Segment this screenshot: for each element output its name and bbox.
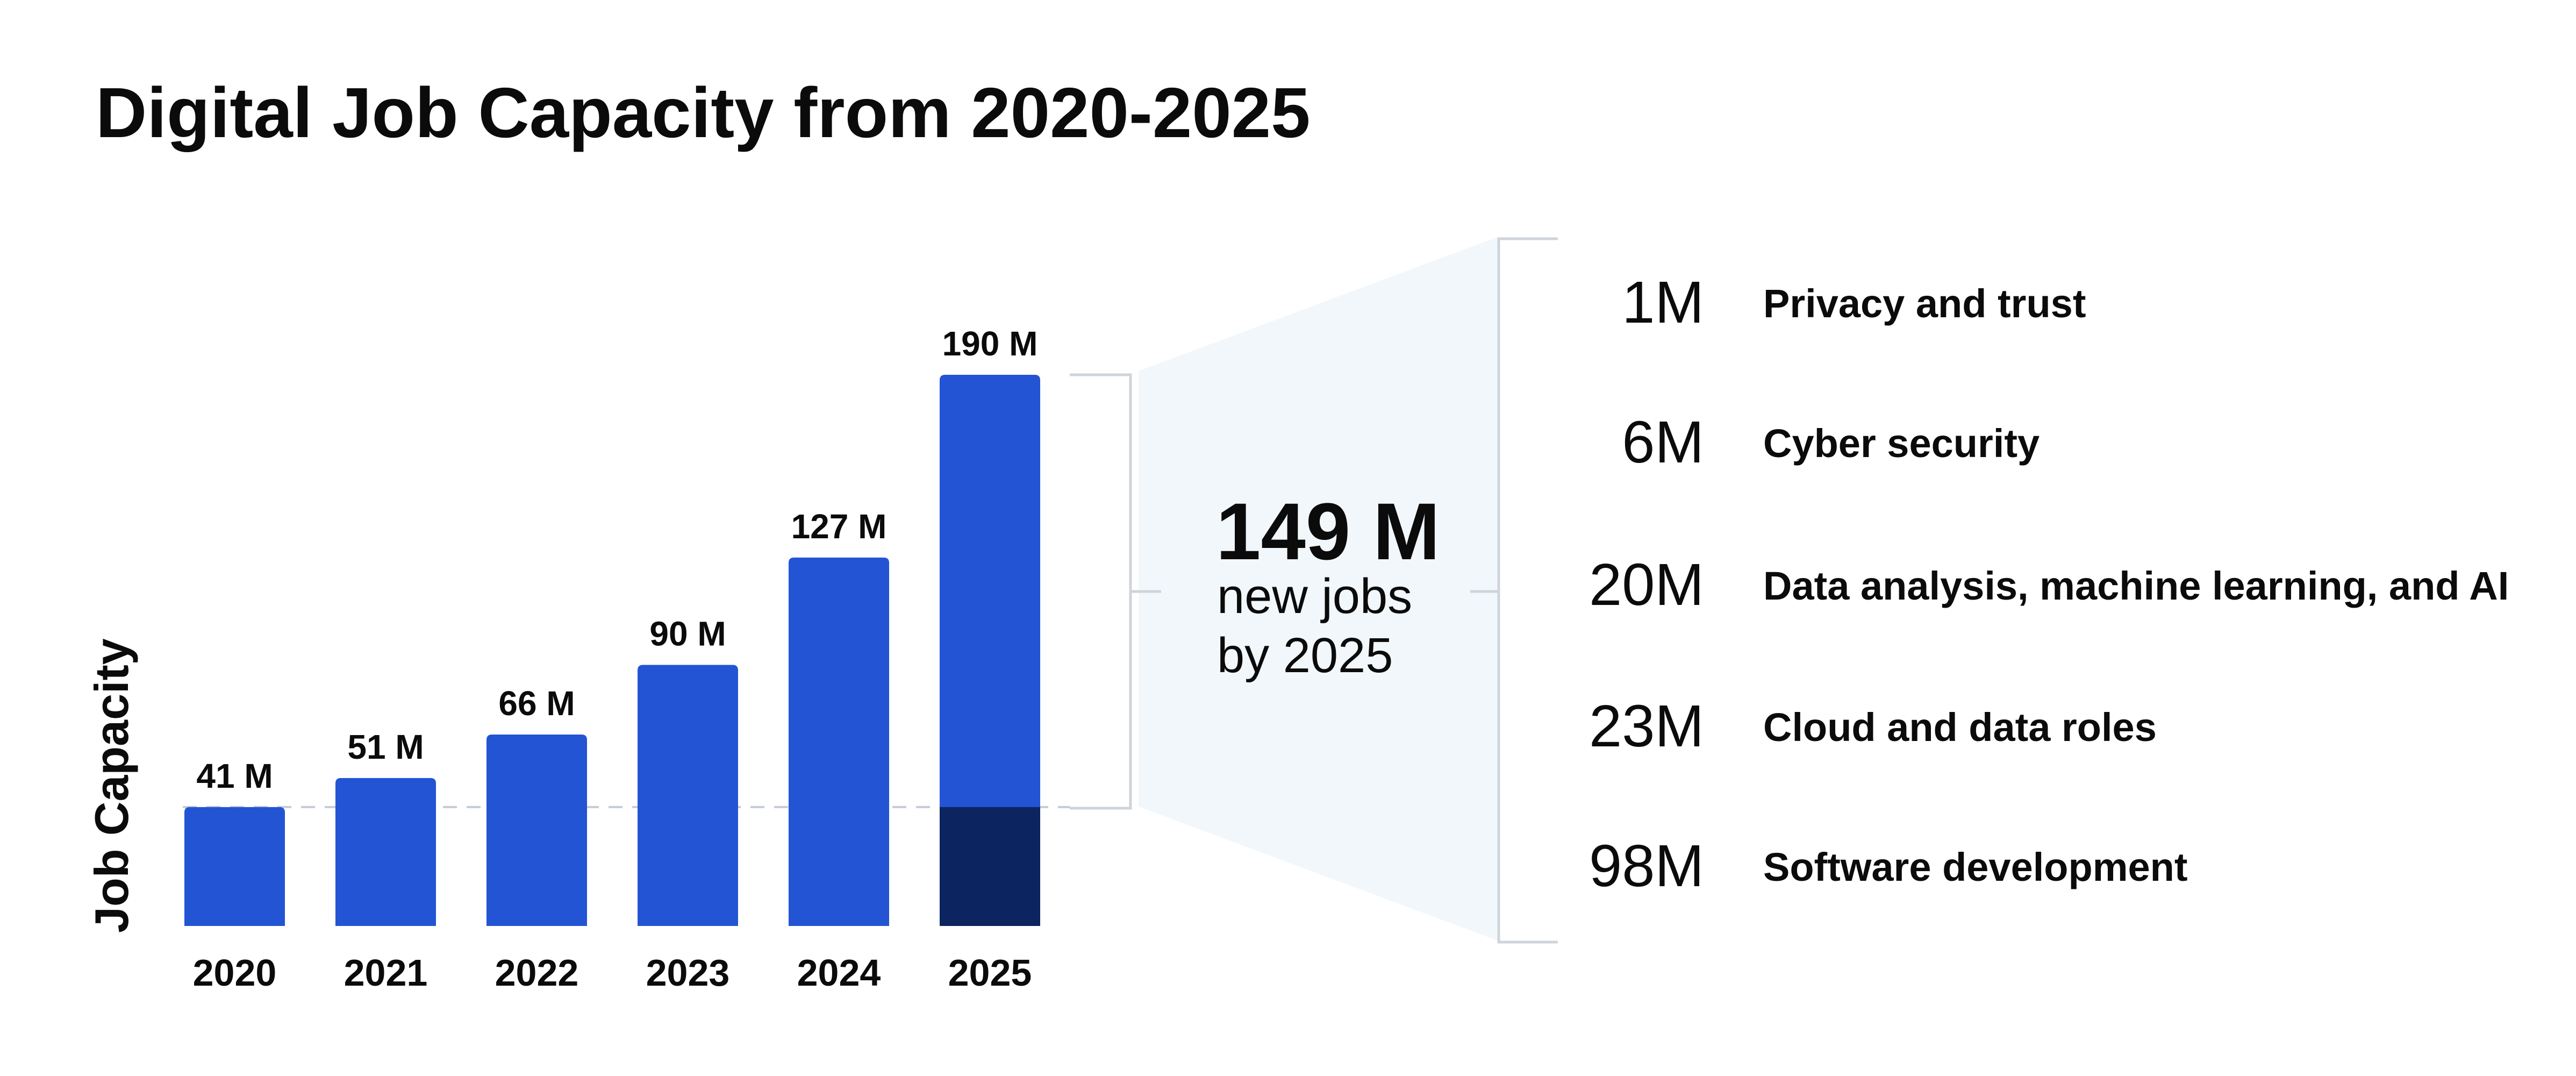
x-tick-label: 2024 xyxy=(797,952,881,994)
breakdown-label: Privacy and trust xyxy=(1763,281,2086,326)
breakdown-value: 6M xyxy=(1622,409,1704,475)
breakdown-label: Cyber security xyxy=(1763,421,2040,466)
bar-2024 xyxy=(789,557,889,926)
y-axis-label: Job Capacity xyxy=(85,638,138,933)
breakdown-value: 20M xyxy=(1589,552,1704,618)
chart-title: Digital Job Capacity from 2020-2025 xyxy=(96,73,1311,152)
value-label: 41 M xyxy=(196,757,273,795)
right-bracket xyxy=(1470,237,1558,944)
breakdown-item: 1M Privacy and trust xyxy=(1622,269,2086,336)
callout-funnel xyxy=(1139,237,1499,941)
left-bracket xyxy=(1070,373,1161,810)
breakdown-value: 1M xyxy=(1622,269,1704,336)
value-label: 66 M xyxy=(498,684,575,723)
breakdown-label: Software development xyxy=(1763,845,2188,889)
bar-2023 xyxy=(638,665,738,926)
x-tick-label: 2021 xyxy=(344,952,428,994)
x-tick-label: 2025 xyxy=(948,952,1032,994)
x-tick-label: 2020 xyxy=(193,952,277,994)
breakdown-label: Cloud and data roles xyxy=(1763,705,2157,750)
value-label: 127 M xyxy=(791,507,887,546)
breakdown-list: 1M Privacy and trust 6M Cyber security 20M Da… xyxy=(1589,269,2509,899)
breakdown-value: 98M xyxy=(1589,833,1704,899)
x-tick-label: 2022 xyxy=(495,952,579,994)
breakdown-value: 23M xyxy=(1589,693,1704,759)
bar-base-segment xyxy=(940,807,1040,926)
bar-2021 xyxy=(335,778,436,926)
value-label: 51 M xyxy=(347,728,424,766)
callout-value: 149 M xyxy=(1216,486,1440,576)
breakdown-item: 98M Software development xyxy=(1589,833,2188,899)
callout-line-1: new jobs xyxy=(1217,569,1412,624)
bar-2025 xyxy=(940,375,1040,926)
breakdown-item: 20M Data analysis, machine learning, and … xyxy=(1589,552,2509,618)
breakdown-item: 6M Cyber security xyxy=(1622,409,2040,475)
value-label: 90 M xyxy=(649,614,726,653)
bars: 41 M 2020 51 M 2021 66 M 2022 90 M 2023 127 M 202… xyxy=(184,324,1040,994)
breakdown-item: 23M Cloud and data roles xyxy=(1589,693,2157,759)
bar-2020 xyxy=(184,807,285,926)
value-label: 190 M xyxy=(942,324,1038,363)
bar-2022 xyxy=(486,734,587,926)
breakdown-label: Data analysis, machine learning, and AI xyxy=(1763,564,2509,608)
callout-line-2: by 2025 xyxy=(1217,628,1393,683)
x-tick-label: 2023 xyxy=(646,952,730,994)
